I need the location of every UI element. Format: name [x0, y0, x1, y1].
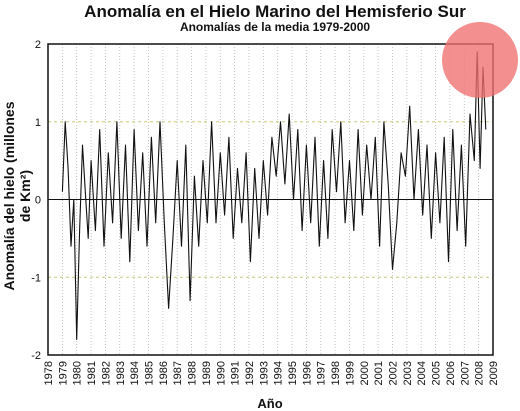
x-tick-label: 1990	[215, 361, 227, 385]
x-tick-label: 1993	[258, 361, 270, 385]
x-tick-label: 1985	[143, 361, 155, 385]
x-tick-label: 1979	[57, 361, 69, 385]
x-tick-label: 1978	[43, 361, 55, 385]
x-tick-label: 1981	[86, 361, 98, 385]
x-tick-label: 2000	[359, 361, 371, 385]
x-tick-label: 1988	[187, 361, 199, 385]
x-tick-label: 1987	[172, 361, 184, 385]
x-tick-label: 1982	[100, 361, 112, 385]
x-tick-label: 1997	[316, 361, 328, 385]
x-tick-label: 1984	[129, 361, 141, 385]
x-tick-label: 1996	[301, 361, 313, 385]
x-tick-label: 1992	[244, 361, 256, 385]
anomaly-series-line	[61, 51, 487, 340]
x-tick-label: 2007	[459, 361, 471, 385]
tick-labels: 1978 1979 1980 1981 1982 1983 1984 1985 1986 1987…	[31, 39, 500, 385]
x-tick-label: 2003	[402, 361, 414, 385]
x-tick-label: 1994	[273, 361, 285, 385]
x-tick-label: 1980	[72, 361, 84, 385]
x-tick-label: 2008	[474, 361, 486, 385]
x-tick-label: 2002	[388, 361, 400, 385]
x-tick-label: 1991	[230, 361, 242, 385]
chart-subtitle: Anomalías de la media 1979-2000	[179, 20, 371, 34]
y-tick-label: 0	[35, 195, 41, 207]
x-tick-label: 1983	[115, 361, 127, 385]
x-tick-label: 2004	[416, 361, 428, 385]
y-tick-label: 2	[35, 39, 41, 51]
x-tick-label: 1999	[344, 361, 356, 385]
x-tick-label: 1995	[287, 361, 299, 385]
y-tick-label: -2	[31, 350, 41, 362]
y-tick-label: -1	[31, 272, 41, 284]
x-tick-label: 2005	[431, 361, 443, 385]
x-tick-label: 2009	[488, 361, 500, 385]
plot-frame	[47, 43, 494, 356]
x-tick-label: 1986	[158, 361, 170, 385]
x-axis-label: Año	[257, 396, 283, 411]
y-tick-label: 1	[35, 117, 41, 129]
x-tick-label: 2006	[445, 361, 457, 385]
chart-title: Anomalía en el Hielo Marino del Hemisfer…	[84, 2, 466, 21]
x-tick-label: 2001	[373, 361, 385, 385]
grid-lines	[48, 44, 493, 355]
highlight-circle	[442, 22, 518, 98]
x-tick-label: 1989	[201, 361, 213, 385]
series-layer	[61, 51, 487, 340]
x-tick-label: 1998	[330, 361, 342, 385]
